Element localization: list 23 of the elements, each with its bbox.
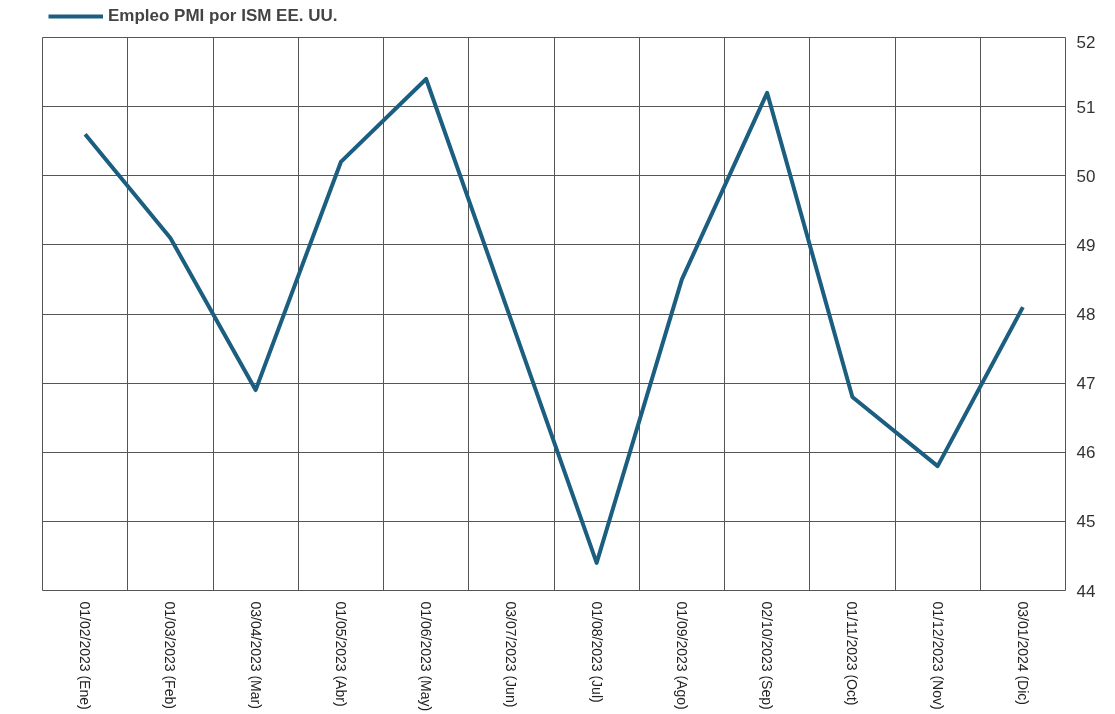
x-tick-label: 01/11/2023 (Oct): [844, 601, 861, 706]
x-tick-label: 03/01/2024 (Dic): [1014, 601, 1031, 706]
y-tick-label: 51: [1076, 97, 1096, 117]
legend-label: Empleo PMI por ISM EE. UU.: [108, 6, 338, 26]
line-series: [83, 76, 1025, 565]
y-tick-label: 47: [1076, 374, 1096, 394]
x-tick-label: 02/10/2023 (Sep): [759, 601, 776, 710]
x-tick-label: 01/12/2023 (Nov): [929, 601, 946, 710]
x-tick-label: 03/07/2023 (Jun): [503, 601, 520, 708]
x-tick-label: 01/09/2023 (Ago): [673, 601, 690, 710]
x-tick-label: 01/05/2023 (Abr): [332, 601, 349, 707]
y-tick-label: 46: [1076, 443, 1096, 463]
y-tick-label: 44: [1076, 581, 1096, 601]
x-tick-label: 01/03/2023 (Feb): [162, 601, 179, 709]
y-tick-label: 52: [1076, 32, 1096, 52]
y-tick-label: 50: [1076, 166, 1096, 186]
y-tick-label: 45: [1076, 512, 1096, 532]
y-tick-label: 49: [1076, 235, 1096, 255]
y-tick-label: 48: [1076, 305, 1096, 324]
x-tick-label: 03/04/2023 (Mar): [247, 601, 264, 709]
x-tick-label: 01/06/2023 (May): [418, 601, 435, 712]
x-tick-label: 01/08/2023 (Jul): [588, 601, 605, 703]
x-tick-label: 01/02/2023 (Ene): [77, 601, 94, 710]
